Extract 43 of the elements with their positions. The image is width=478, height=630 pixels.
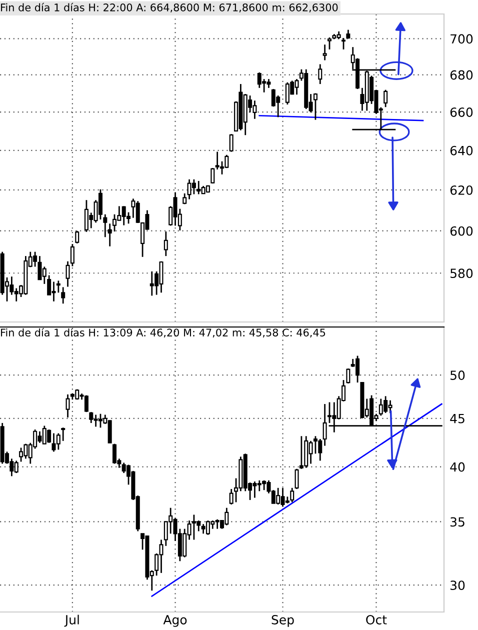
candlestick [384, 89, 388, 108]
chart-title: Fin de día 1 días H: 13:09 A: 46,20 M: 47,02 m: 45,58 C: 46,45 [1, 328, 326, 338]
x-tick-label: Ago [163, 615, 187, 627]
candlestick [164, 230, 168, 257]
candlestick [346, 368, 350, 384]
y-tick-label: 580 [450, 268, 473, 278]
x-tick-label: Sep [272, 615, 294, 627]
candlestick [342, 37, 346, 50]
candlestick [229, 488, 234, 506]
chart-title: Fin de día 1 días H: 22:00 A: 664,8600 M: 671,8600 m: 662,6300 [1, 2, 338, 12]
y-tick-label: 50 [450, 370, 465, 380]
y-tick-label: 620 [450, 185, 473, 195]
x-tick-label: Oct [366, 615, 387, 624]
candlestick [318, 64, 322, 85]
candlestick [327, 36, 332, 50]
y-tick-label: 45 [450, 414, 464, 424]
candlestick [112, 214, 117, 232]
y-tick-label: 640 [450, 146, 473, 156]
candlestick [103, 214, 108, 238]
y-tick-label: 680 [450, 70, 473, 80]
candlestick [108, 222, 112, 248]
y-tick-label: 30 [450, 580, 465, 590]
y-tick-label: 660 [450, 108, 473, 117]
candlestick [61, 286, 66, 304]
candlestick [19, 447, 24, 462]
candlestick [229, 133, 234, 152]
candlestick [75, 230, 80, 244]
candlestick [322, 44, 327, 61]
candlestick [84, 394, 88, 413]
y-tick-label: 35 [450, 517, 464, 527]
y-tick-label: 700 [450, 34, 473, 44]
candlestick [61, 426, 66, 442]
candlestick [210, 167, 215, 184]
candlestick [98, 188, 102, 220]
candlestick [192, 178, 196, 195]
candlestick [66, 394, 70, 418]
x-tick-label: Jul [64, 614, 79, 627]
y-tick-label: 40 [450, 462, 465, 472]
candlestick [313, 92, 318, 121]
y-tick-label: 600 [450, 226, 473, 236]
candlestick [322, 403, 327, 446]
candlestick [290, 487, 294, 503]
candlestick [294, 468, 299, 490]
